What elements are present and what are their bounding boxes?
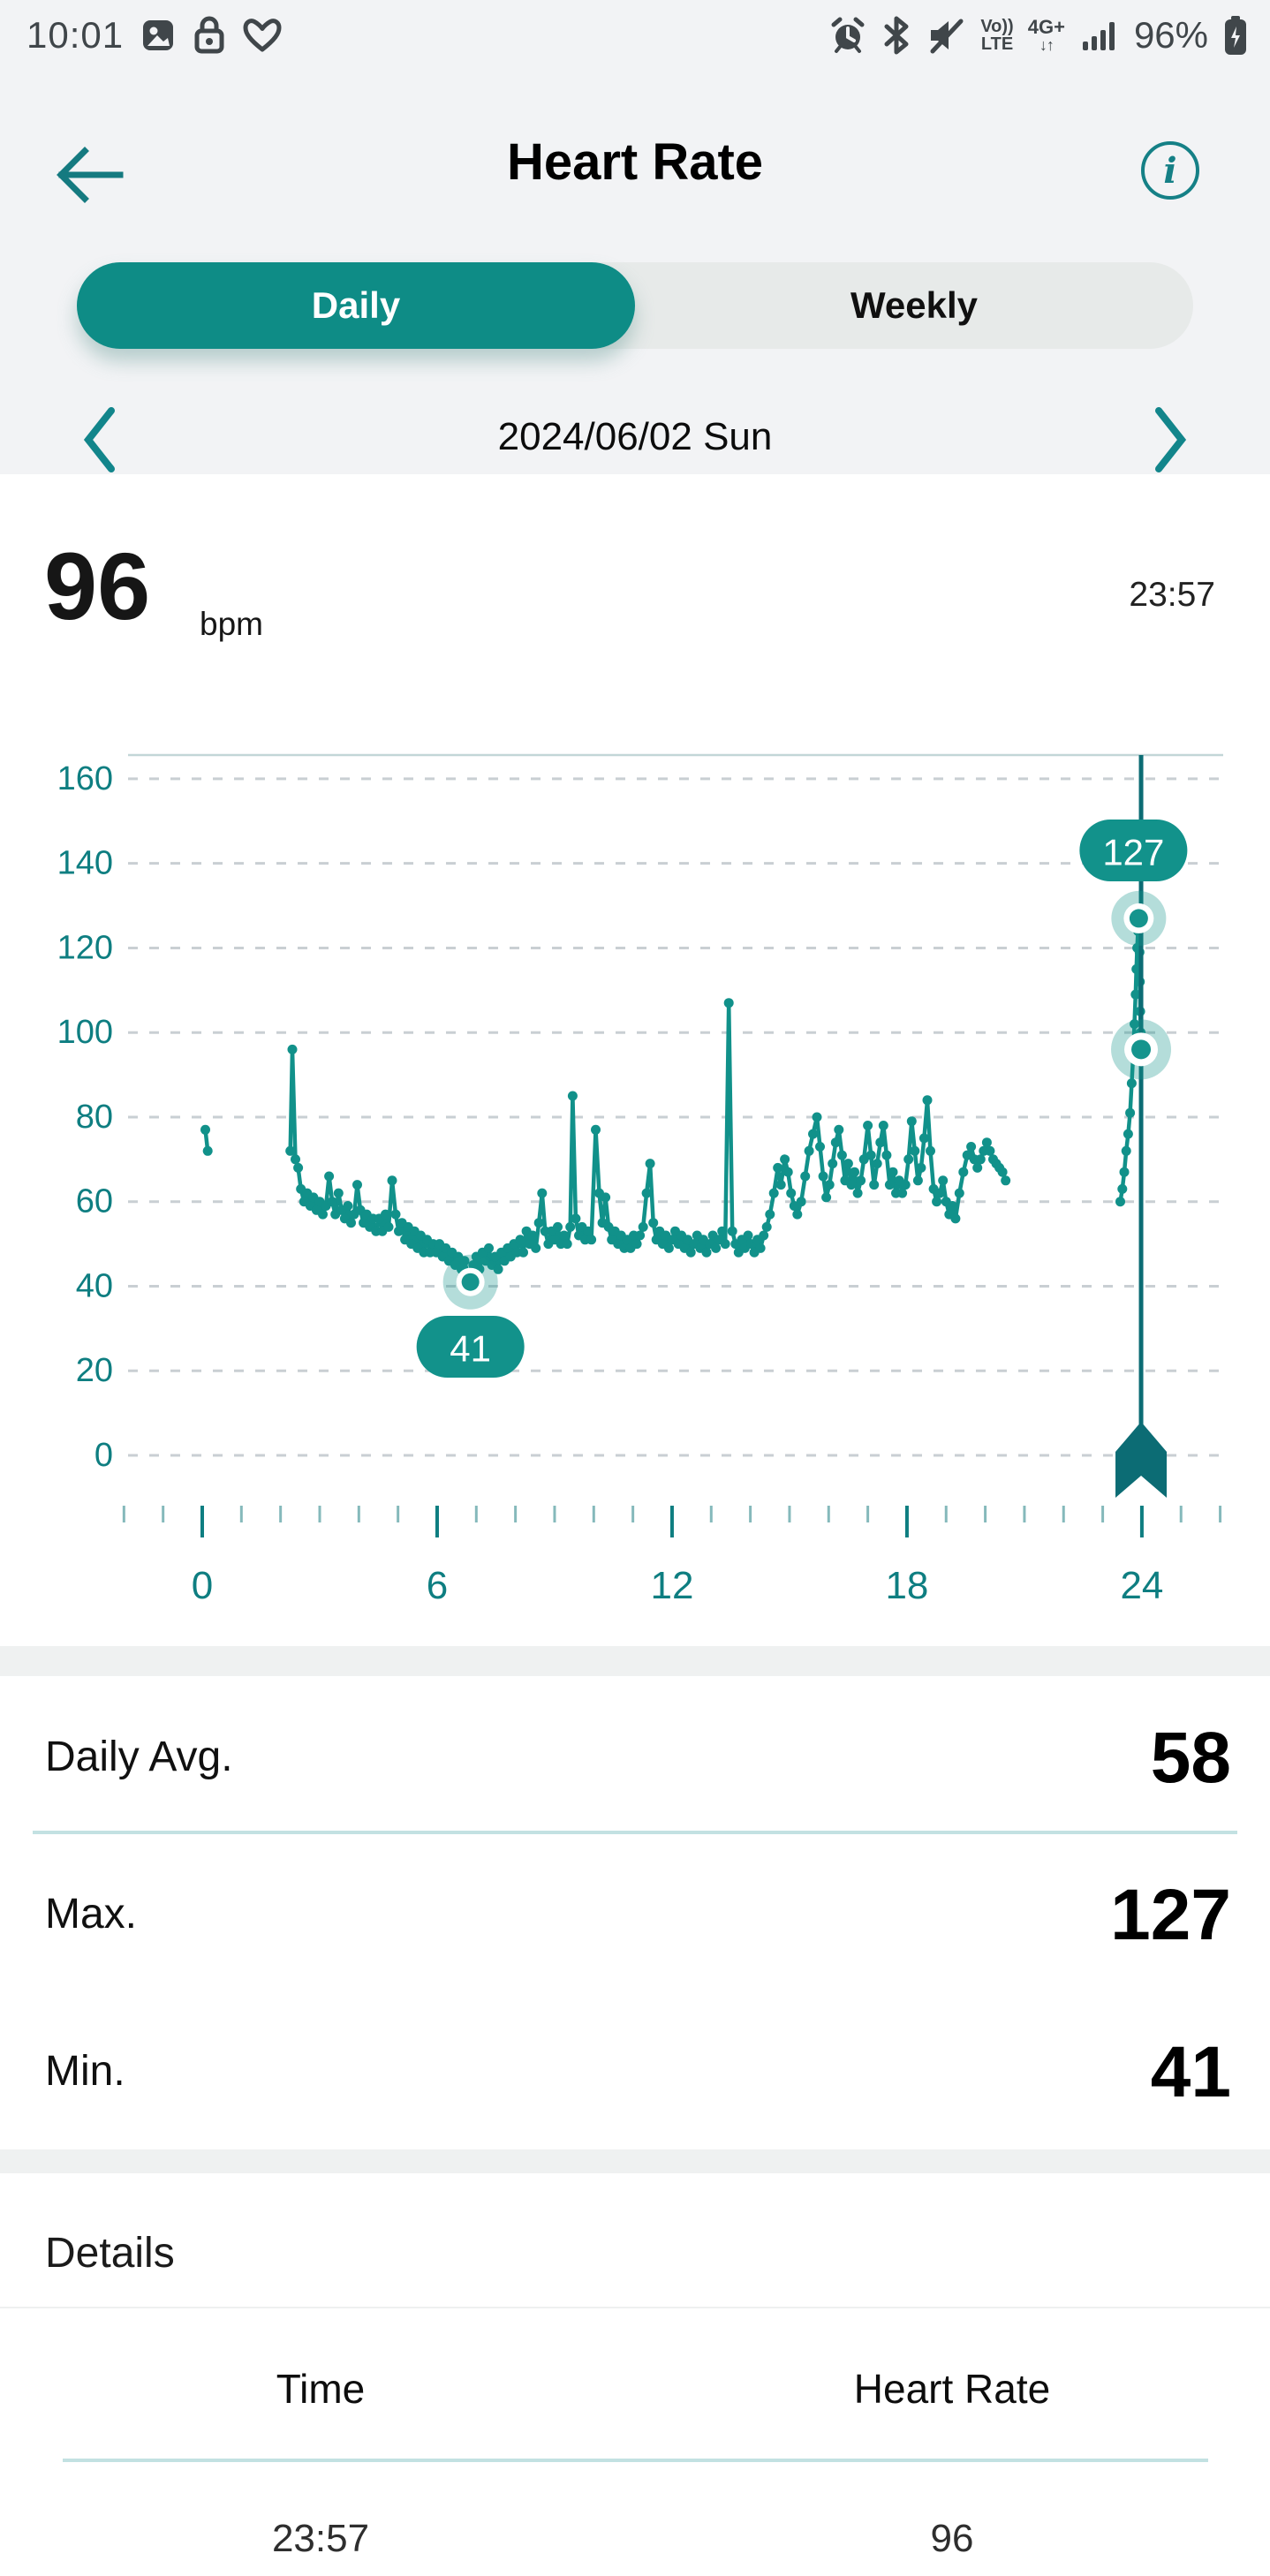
next-day-button[interactable] [1145,402,1198,478]
svg-text:41: 41 [450,1328,491,1370]
mute-icon [926,16,966,55]
section-separator [0,2149,1270,2173]
chevron-right-icon [1155,407,1187,472]
bluetooth-icon [881,16,911,55]
min-label: Min. [45,2048,125,2095]
status-time: 10:01 [26,14,125,56]
daily-avg-value: 58 [1150,1718,1231,1798]
svg-text:20: 20 [76,1352,113,1389]
battery-percent: 96% [1133,14,1208,56]
min-value: 41 [1150,2032,1231,2112]
svg-text:0: 0 [94,1437,113,1474]
image-icon [140,17,177,54]
svg-text:100: 100 [57,1014,113,1051]
svg-text:0: 0 [192,1564,213,1607]
details-row-heart-rate: 96 [930,2517,974,2560]
svg-text:6: 6 [427,1564,448,1607]
details-header-time: Time [276,2366,366,2412]
daily-avg-label: Daily Avg. [45,1734,233,1780]
tab-daily[interactable]: Daily [77,262,635,349]
reading-time: 23:57 [1129,576,1215,614]
svg-text:140: 140 [57,845,113,882]
page-title: Heart Rate [506,133,764,191]
alarm-icon [828,16,867,55]
svg-text:60: 60 [76,1183,113,1220]
details-header-heart-rate: Heart Rate [853,2366,1051,2412]
back-button[interactable] [51,140,131,210]
date-label: 2024/06/02 Sun [497,415,773,458]
max-label: Max. [45,1891,138,1938]
lock-icon [193,16,226,55]
status-left: 10:01 [0,14,283,57]
heart-rate-chart[interactable]: 0 20 40 60 80 100 120 140 160 0 6 12 18 24 127 41 [0,740,1270,1632]
svg-text:18: 18 [885,1564,928,1607]
status-bar: 10:01 Vo)) LTE [0,0,1270,71]
summary-divider [33,1831,1237,1834]
tab-weekly[interactable]: Weekly [850,284,978,326]
previous-day-button[interactable] [72,402,125,478]
details-row-time: 23:57 [271,2517,370,2560]
details-divider-faint [0,2307,1270,2308]
heart-icon [242,17,283,54]
svg-text:127: 127 [1102,832,1164,873]
svg-text:40: 40 [76,1267,113,1304]
info-button[interactable]: i [1141,141,1199,200]
reading-unit: bpm [200,606,263,642]
info-icon: i [1163,149,1177,192]
details-title: Details [45,2230,175,2277]
max-value: 127 [1110,1875,1231,1955]
svg-text:80: 80 [76,1099,113,1136]
status-right: Vo)) LTE 4G+ ↓↑ 96% [828,14,1270,57]
section-separator [0,1646,1270,1676]
signal-icon [1079,17,1120,54]
svg-text:24: 24 [1120,1564,1163,1607]
top-background [0,0,1270,474]
period-tabs: Daily Weekly [77,262,1193,349]
details-header-divider [63,2459,1208,2462]
svg-text:160: 160 [57,760,113,797]
battery-icon [1222,14,1249,57]
chevron-left-icon [83,407,115,472]
reading-value: 96 [44,533,151,639]
volte-icon: Vo)) LTE [980,17,1014,54]
svg-text:120: 120 [57,929,113,966]
network-4g-icon: 4G+ ↓↑ [1027,16,1065,54]
svg-text:12: 12 [650,1564,693,1607]
arrow-left-icon [57,147,124,203]
